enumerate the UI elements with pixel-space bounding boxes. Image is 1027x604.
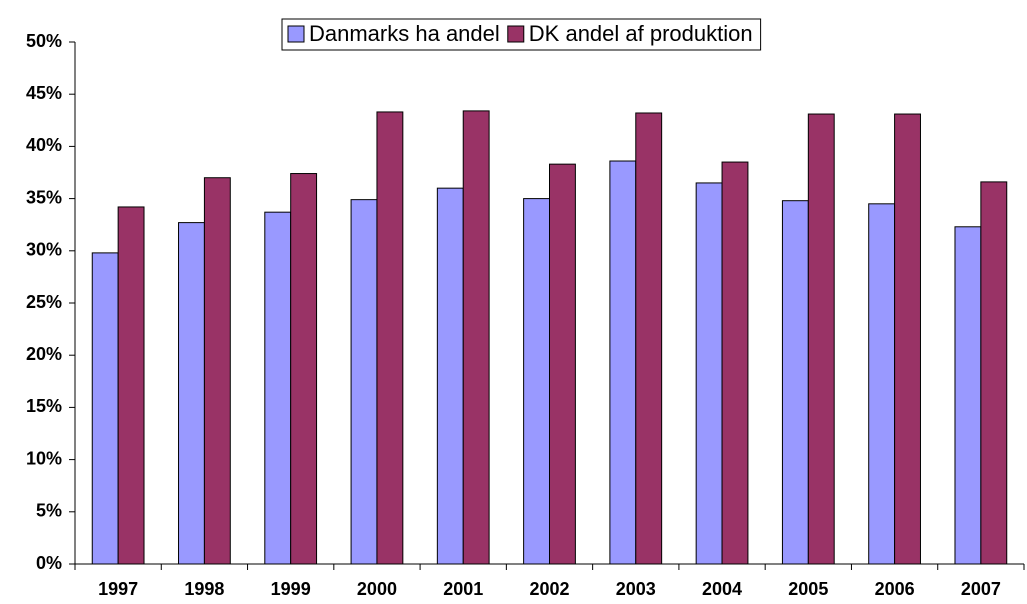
bar xyxy=(549,163,576,565)
legend-swatch xyxy=(287,25,305,43)
x-tick-label: 2006 xyxy=(875,579,915,599)
x-tick-label: 1998 xyxy=(184,579,224,599)
bar xyxy=(523,198,550,565)
bar xyxy=(954,226,982,565)
bar xyxy=(436,187,464,565)
y-tick-label: 25% xyxy=(26,292,62,312)
bar xyxy=(462,110,490,565)
bar xyxy=(178,222,205,565)
bar xyxy=(868,203,896,565)
bar xyxy=(350,199,378,565)
bar xyxy=(980,181,1008,565)
y-tick-label: 40% xyxy=(26,135,62,155)
x-tick-label: 1999 xyxy=(271,579,311,599)
x-tick-label: 2000 xyxy=(357,579,397,599)
y-tick-label: 30% xyxy=(26,240,62,260)
bar xyxy=(376,111,404,565)
x-tick-label: 2003 xyxy=(616,579,656,599)
x-tick-label: 2001 xyxy=(443,579,483,599)
bar xyxy=(781,200,809,565)
x-tick-label: 2002 xyxy=(529,579,569,599)
y-tick-label: 5% xyxy=(36,501,62,521)
bar xyxy=(290,173,318,565)
x-tick-label: 2004 xyxy=(702,579,742,599)
bar xyxy=(807,113,835,565)
y-tick-label: 35% xyxy=(26,187,62,207)
bar xyxy=(203,177,231,565)
legend-label: Danmarks ha andel xyxy=(309,21,500,46)
bar xyxy=(695,182,723,565)
bar xyxy=(635,112,663,565)
y-tick-label: 45% xyxy=(26,83,62,103)
bar xyxy=(117,206,145,565)
y-tick-label: 20% xyxy=(26,344,62,364)
legend-swatch xyxy=(507,25,525,43)
y-tick-label: 50% xyxy=(26,31,62,51)
bar xyxy=(894,113,921,565)
bar xyxy=(721,161,749,565)
bar xyxy=(609,160,637,565)
legend-label: DK andel af produktion xyxy=(529,21,753,46)
y-tick-label: 10% xyxy=(26,448,62,468)
bar xyxy=(91,252,119,565)
y-tick-label: 0% xyxy=(36,553,62,573)
x-tick-label: 2007 xyxy=(961,579,1001,599)
y-tick-label: 15% xyxy=(26,396,62,416)
x-tick-label: 1997 xyxy=(98,579,138,599)
bar xyxy=(264,211,292,565)
x-tick-label: 2005 xyxy=(788,579,828,599)
